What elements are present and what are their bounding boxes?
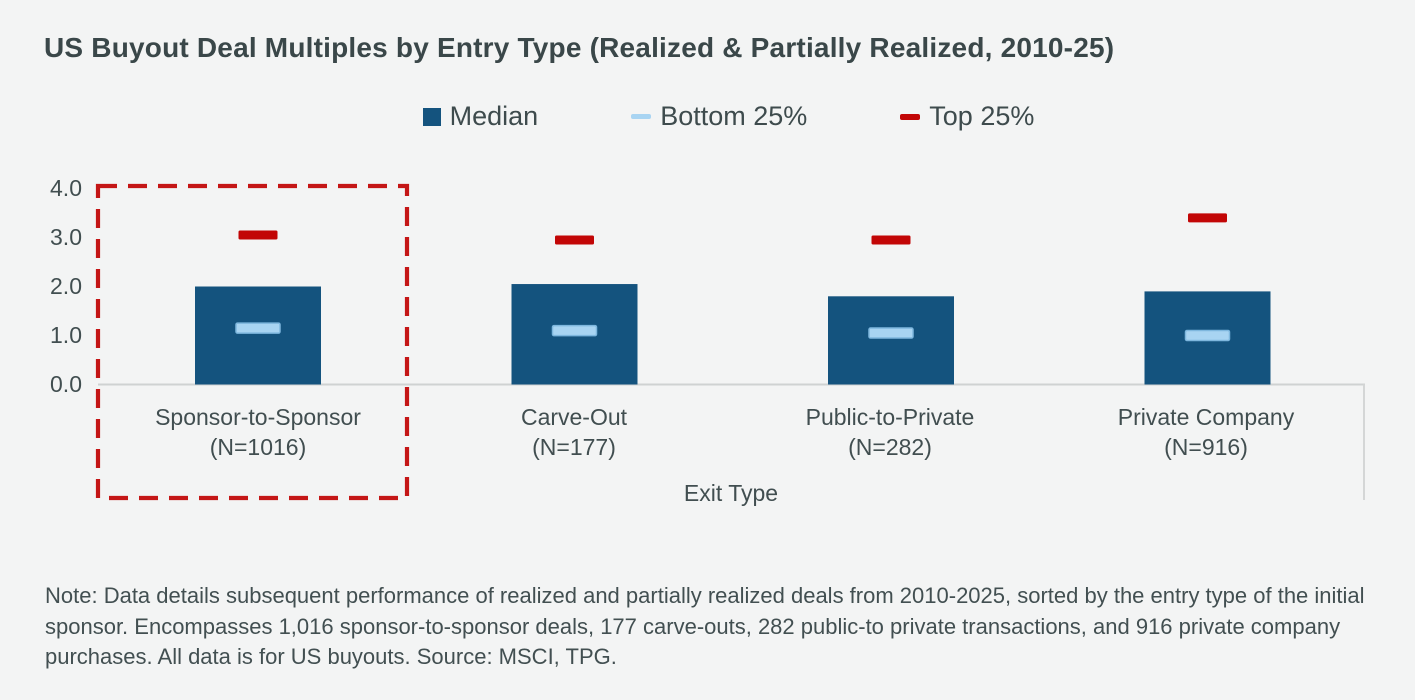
category-label-carve-out: Carve-Out (N=177): [416, 402, 732, 462]
legend-item-median: Median: [422, 101, 539, 132]
median-bar-2: [828, 296, 954, 385]
y-axis-tick: 2.0: [50, 273, 82, 299]
category-count: (N=282): [848, 434, 932, 460]
category-label-private-company: Private Company (N=916): [1048, 402, 1364, 462]
top25-swatch-icon: [900, 113, 921, 120]
y-axis-tick: 3.0: [50, 224, 82, 250]
top25-marker-2: [871, 235, 911, 245]
top25-marker-1: [555, 235, 594, 245]
y-axis-tick: 0.0: [50, 371, 82, 397]
bottom25-marker-0: [235, 322, 281, 334]
legend-label-bottom25: Bottom 25%: [660, 101, 808, 131]
legend: Median Bottom 25% Top 25%: [0, 101, 1415, 132]
category-name: Public-to-Private: [805, 404, 975, 430]
y-axis-tick: 4.0: [50, 175, 82, 201]
legend-label-top25: Top 25%: [929, 101, 1035, 131]
category-label-sponsor-to-sponsor: Sponsor-to-Sponsor (N=1016): [100, 402, 416, 462]
y-axis-tick: 1.0: [50, 322, 82, 348]
category-count: (N=177): [532, 434, 616, 460]
category-name: Carve-Out: [520, 404, 628, 430]
bottom25-marker-3: [1184, 329, 1231, 342]
bottom25-swatch-icon: [631, 114, 652, 119]
top25-marker-3: [1188, 213, 1227, 223]
bottom25-marker-1: [551, 324, 598, 337]
category-count: (N=1016): [209, 434, 307, 460]
highlight-box: [95, 183, 410, 501]
bottom25-marker-2: [868, 327, 914, 339]
category-name: Sponsor-to-Sponsor: [155, 404, 361, 430]
median-bar-0: [195, 286, 321, 385]
x-axis-title: Exit Type: [683, 480, 779, 506]
top25-marker-0: [238, 230, 278, 240]
legend-label-median: Median: [449, 101, 539, 131]
footnote: Note: Data details subsequent performanc…: [45, 583, 1365, 669]
category-count: (N=916): [1164, 434, 1248, 460]
page-title: US Buyout Deal Multiples by Entry Type (…: [44, 32, 1115, 63]
legend-item-top25: Top 25%: [900, 101, 1034, 132]
category-label-public-to-private: Public-to-Private (N=282): [732, 402, 1048, 462]
category-name: Private Company: [1117, 404, 1295, 430]
median-swatch-icon: [422, 107, 441, 126]
legend-item-bottom25: Bottom 25%: [631, 101, 807, 132]
